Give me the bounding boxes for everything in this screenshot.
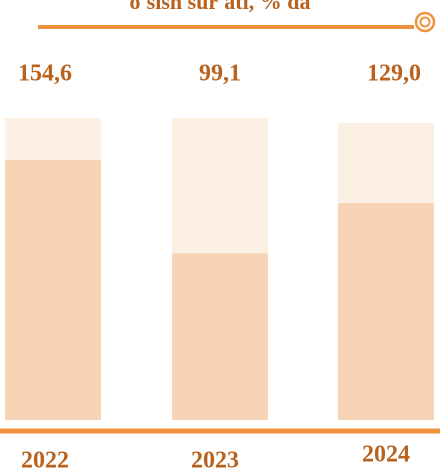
value-label: 99,1 [199,61,241,87]
bar [5,160,101,420]
chart-title: o'sish sur'ati, % da [130,0,311,14]
bar [172,253,268,420]
value-label: 129,0 [367,61,421,87]
x-tick-label: 2022 [21,448,69,472]
title-ornament-inner [419,16,431,28]
title-ornament [414,11,436,33]
x-tick-label: 2023 [191,448,239,472]
x-tick-label: 2024 [362,442,410,468]
value-label: 154,6 [18,61,72,87]
bar [338,203,434,420]
bars [5,118,434,420]
